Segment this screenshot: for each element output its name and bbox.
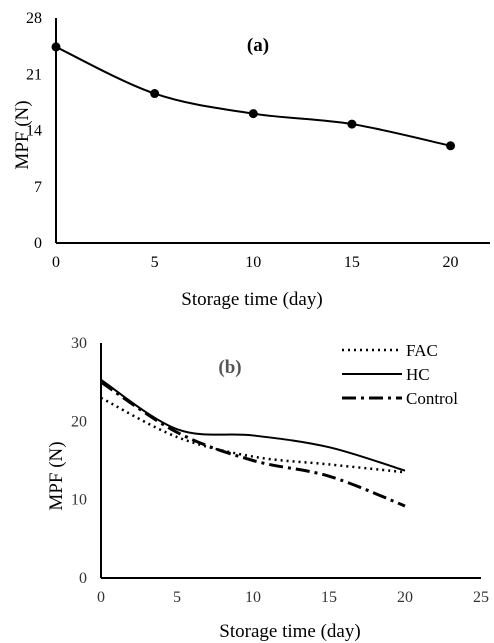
panel-b-y-axis-title: MPF (N) — [46, 441, 67, 510]
panel-a-series — [51, 42, 456, 151]
panel-a-x-tick-5: 5 — [151, 254, 159, 271]
panel-a-x-tick-0: 0 — [52, 254, 60, 271]
panel-b-x-tick-25: 25 — [473, 589, 489, 606]
panel-a-point-5 — [150, 89, 160, 99]
panel-a-x-tick-labels: 0 5 10 15 20 — [52, 254, 459, 271]
panel-a-y-axis-title: MPF (N) — [12, 100, 33, 169]
panel-b-x-tick-10: 10 — [245, 589, 261, 606]
panel-b-series — [100, 378, 406, 508]
panel-b-x-tick-20: 20 — [397, 589, 413, 606]
panel-b-line-hc — [100, 378, 406, 472]
panel-a-y-tick-14: 14 — [26, 123, 42, 140]
panel-b-x-tick-15: 15 — [321, 589, 337, 606]
legend-item-hc: HC — [342, 365, 430, 384]
panel-a-y-tick-28: 28 — [26, 10, 42, 27]
panel-a-point-20 — [446, 141, 456, 151]
legend-label-fac: FAC — [406, 341, 438, 360]
panel-b-x-tick-0: 0 — [97, 589, 105, 606]
panel-b-legend: FAC HC Control — [342, 341, 458, 408]
panel-a-label: (a) — [247, 35, 269, 56]
panel-b-y-tick-labels: 0 10 20 30 — [71, 335, 87, 587]
panel-a: 0 7 14 21 28 0 5 10 15 20 (a) Storage time (day)… — [12, 10, 490, 310]
panel-a-y-tick-7: 7 — [34, 179, 42, 196]
panel-b-y-tick-30: 30 — [71, 335, 87, 352]
panel-b-x-axis-title: Storage time (day) — [219, 621, 360, 642]
panel-b-line-control — [100, 380, 406, 508]
panel-a-line-series-0 — [55, 46, 451, 147]
panel-a-point-10 — [248, 109, 258, 119]
panel-a-y-tick-0: 0 — [34, 235, 42, 252]
panel-a-x-tick-10: 10 — [245, 254, 261, 271]
panel-b: 0 10 20 30 0 5 10 15 20 25 (b) Storage time (day… — [46, 335, 489, 642]
legend-label-hc: HC — [406, 365, 430, 384]
panel-b-y-tick-0: 0 — [79, 570, 87, 587]
panel-b-y-tick-10: 10 — [71, 492, 87, 509]
panel-b-x-tick-5: 5 — [173, 589, 181, 606]
panel-a-y-tick-labels: 0 7 14 21 28 — [26, 10, 42, 252]
panel-a-point-15 — [347, 119, 357, 129]
legend-label-control: Control — [406, 389, 458, 408]
panel-a-x-tick-20: 20 — [443, 254, 459, 271]
panel-a-x-tick-15: 15 — [344, 254, 360, 271]
panel-b-label: (b) — [218, 357, 241, 378]
panel-a-y-tick-21: 21 — [26, 66, 42, 83]
legend-item-control: Control — [342, 389, 458, 408]
panel-a-x-axis-title: Storage time (day) — [181, 289, 322, 310]
legend-item-fac: FAC — [342, 341, 438, 360]
panel-a-point-0 — [51, 42, 61, 52]
panel-b-y-tick-20: 20 — [71, 413, 87, 430]
panel-b-x-tick-labels: 0 5 10 15 20 25 — [97, 589, 489, 606]
